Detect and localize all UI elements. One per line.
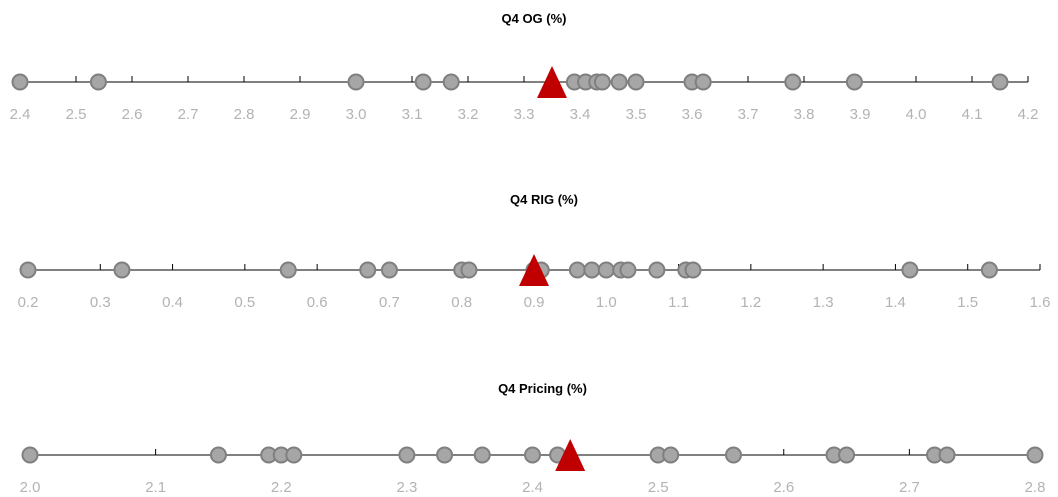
tick-label: 2.1 xyxy=(145,479,166,496)
tick-label: 2.9 xyxy=(290,106,311,123)
tick-label: 2.8 xyxy=(234,106,255,123)
data-point xyxy=(940,448,955,463)
tick-label: 3.0 xyxy=(346,106,367,123)
data-point xyxy=(13,75,28,90)
tick-label: 0.7 xyxy=(379,294,400,311)
tick-label: 1.5 xyxy=(957,294,978,311)
tick-label: 1.2 xyxy=(740,294,761,311)
data-point xyxy=(360,263,375,278)
tick-label: 1.1 xyxy=(668,294,689,311)
tick-label: 1.4 xyxy=(885,294,906,311)
data-point xyxy=(475,448,490,463)
tick-label: 2.4 xyxy=(522,479,543,496)
tick-label: 2.3 xyxy=(396,479,417,496)
data-point xyxy=(612,75,627,90)
tick-label: 2.5 xyxy=(66,106,87,123)
chart-panel-3: Q4 Pricing (%) 2.0 2.1 2.2 2.3 2.4 2.5 2.6 2.7 2.… xyxy=(20,381,1046,496)
data-point xyxy=(382,263,397,278)
tick-label: 2.2 xyxy=(271,479,292,496)
data-point xyxy=(686,263,701,278)
tick-label: 3.5 xyxy=(626,106,647,123)
data-point xyxy=(839,448,854,463)
data-point xyxy=(91,75,106,90)
tick-label: 3.8 xyxy=(794,106,815,123)
data-point xyxy=(649,263,664,278)
tick-label: 0.5 xyxy=(234,294,255,311)
tick-label: 3.9 xyxy=(850,106,871,123)
chart-title: Q4 Pricing (%) xyxy=(498,381,587,396)
data-point xyxy=(595,75,610,90)
data-point xyxy=(902,263,917,278)
tick-label: 0.6 xyxy=(307,294,328,311)
tick-label: 3.1 xyxy=(402,106,423,123)
chart-title: Q4 RIG (%) xyxy=(510,192,578,207)
tick-label: 2.0 xyxy=(20,479,41,496)
tick-label: 0.9 xyxy=(524,294,545,311)
data-point xyxy=(726,448,741,463)
tick-label: 3.2 xyxy=(458,106,479,123)
data-point xyxy=(584,263,599,278)
data-point xyxy=(1028,448,1043,463)
data-point xyxy=(281,263,296,278)
data-point xyxy=(663,448,678,463)
tick-label: 2.8 xyxy=(1025,479,1046,496)
tick-label: 1.0 xyxy=(596,294,617,311)
tick-label: 0.8 xyxy=(451,294,472,311)
tick-label: 4.0 xyxy=(906,106,927,123)
tick-label: 3.7 xyxy=(738,106,759,123)
data-point xyxy=(286,448,301,463)
data-point xyxy=(982,263,997,278)
data-point xyxy=(599,263,614,278)
tick-label: 3.6 xyxy=(682,106,703,123)
tick-label: 3.3 xyxy=(514,106,535,123)
data-point xyxy=(696,75,711,90)
data-point xyxy=(349,75,364,90)
tick-label: 1.6 xyxy=(1030,294,1051,311)
data-point xyxy=(23,448,38,463)
data-point xyxy=(399,448,414,463)
data-point xyxy=(993,75,1008,90)
data-point xyxy=(847,75,862,90)
data-point xyxy=(444,75,459,90)
tick-label: 4.1 xyxy=(962,106,983,123)
tick-label: 3.4 xyxy=(570,106,591,123)
tick-label: 0.2 xyxy=(18,294,39,311)
data-point xyxy=(437,448,452,463)
tick-label: 2.7 xyxy=(178,106,199,123)
tick-label: 2.6 xyxy=(122,106,143,123)
tick-label: 2.4 xyxy=(10,106,31,123)
chart-title: Q4 OG (%) xyxy=(501,11,566,26)
data-point xyxy=(570,263,585,278)
tick-label: 4.2 xyxy=(1018,106,1039,123)
tick-label: 1.3 xyxy=(813,294,834,311)
tick-label: 2.5 xyxy=(648,479,669,496)
tick-label: 0.3 xyxy=(90,294,111,311)
data-point xyxy=(461,263,476,278)
data-point xyxy=(620,263,635,278)
chart-panel-2: Q4 RIG (%) 0.2 0.3 0.4 0.5 0.6 0.7 0.8 0.9 1.0 1.1… xyxy=(18,192,1051,311)
data-point xyxy=(211,448,226,463)
chart-panel-1: Q4 OG (%) 2.4 2.5 2.6 2.7 2.8 2.9 3.0 3.1 3.2 3.3 3… xyxy=(10,11,1039,123)
tick-label: 2.7 xyxy=(899,479,920,496)
data-point xyxy=(525,448,540,463)
tick-label: 2.6 xyxy=(773,479,794,496)
data-point xyxy=(416,75,431,90)
data-point xyxy=(629,75,644,90)
data-point xyxy=(785,75,800,90)
tick-label: 0.4 xyxy=(162,294,183,311)
data-point xyxy=(114,263,129,278)
data-point xyxy=(21,263,36,278)
